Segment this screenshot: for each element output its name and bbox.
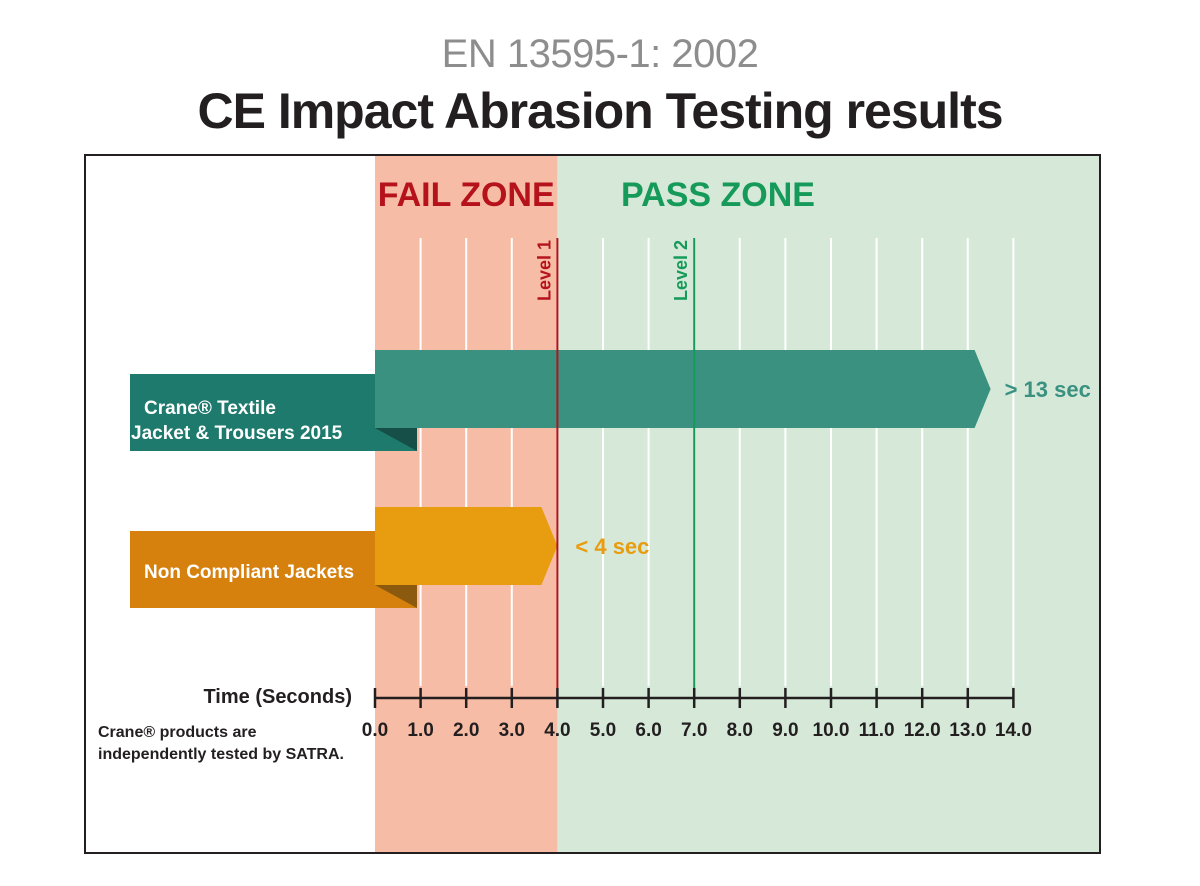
levels-group: Level 1 Level 2 — [534, 238, 696, 698]
pass-zone-area — [557, 156, 1099, 852]
x-tick-label: 0.0 — [362, 720, 388, 741]
bar — [375, 507, 558, 585]
x-tick-label: 13.0 — [949, 720, 986, 741]
bar-value-label: > 13 sec — [1005, 377, 1091, 402]
bar-group: Crane® Textile Jacket & Trousers 2015 > 13… — [130, 350, 1091, 451]
x-tick-label: 12.0 — [904, 720, 941, 741]
bar — [375, 350, 991, 428]
chart-subtitle: EN 13595-1: 2002 — [441, 32, 759, 76]
x-tick-label: 1.0 — [407, 720, 433, 741]
x-tick-label: 3.0 — [499, 720, 525, 741]
x-tick-label: 4.0 — [544, 720, 570, 741]
bar-category-label: Crane® Textile — [144, 398, 276, 419]
level-label: Level 2 — [671, 240, 691, 301]
x-tick-label: 6.0 — [635, 720, 661, 741]
bar-label-tab — [130, 374, 417, 451]
x-axis: 0.0 1.0 2.0 3.0 4.0 5.0 6.0 7.0 8.0 9.0 10.0 11.0 12… — [362, 688, 1032, 741]
chart-frame-border — [84, 154, 1101, 854]
chart-title: CE Impact Abrasion Testing results — [197, 83, 1003, 139]
x-tick-label: 5.0 — [590, 720, 616, 741]
pass-zone-label: PASS ZONE — [621, 176, 815, 214]
x-tick-label: 14.0 — [995, 720, 1032, 741]
x-axis-title: Time (Seconds) — [203, 686, 352, 708]
bar-value-label: < 4 sec — [575, 534, 649, 559]
footnote-line-1: Crane® products are — [98, 724, 257, 741]
x-tick-label: 11.0 — [859, 720, 895, 741]
bar-category-label: Jacket & Trousers 2015 — [131, 423, 343, 444]
bar-fold — [375, 585, 417, 608]
x-tick-label: 9.0 — [772, 720, 798, 741]
bars-group: Crane® Textile Jacket & Trousers 2015 > 13… — [130, 350, 1091, 608]
footnote-line-2: independently tested by SATRA. — [98, 746, 344, 763]
x-tick-label: 8.0 — [727, 720, 753, 741]
bar-fold — [375, 428, 417, 451]
x-tick-label: 7.0 — [681, 720, 707, 741]
bar-label-tab — [130, 531, 417, 608]
fail-zone-label: FAIL ZONE — [378, 176, 555, 214]
bar-group: Non Compliant Jackets < 4 sec — [130, 507, 649, 608]
bar-category-label: Non Compliant Jackets — [144, 562, 354, 583]
x-tick-label: 2.0 — [453, 720, 479, 741]
footnote: Crane® products are independently tested… — [98, 722, 368, 766]
x-tick-label: 10.0 — [813, 720, 850, 741]
level-label: Level 1 — [534, 240, 554, 301]
